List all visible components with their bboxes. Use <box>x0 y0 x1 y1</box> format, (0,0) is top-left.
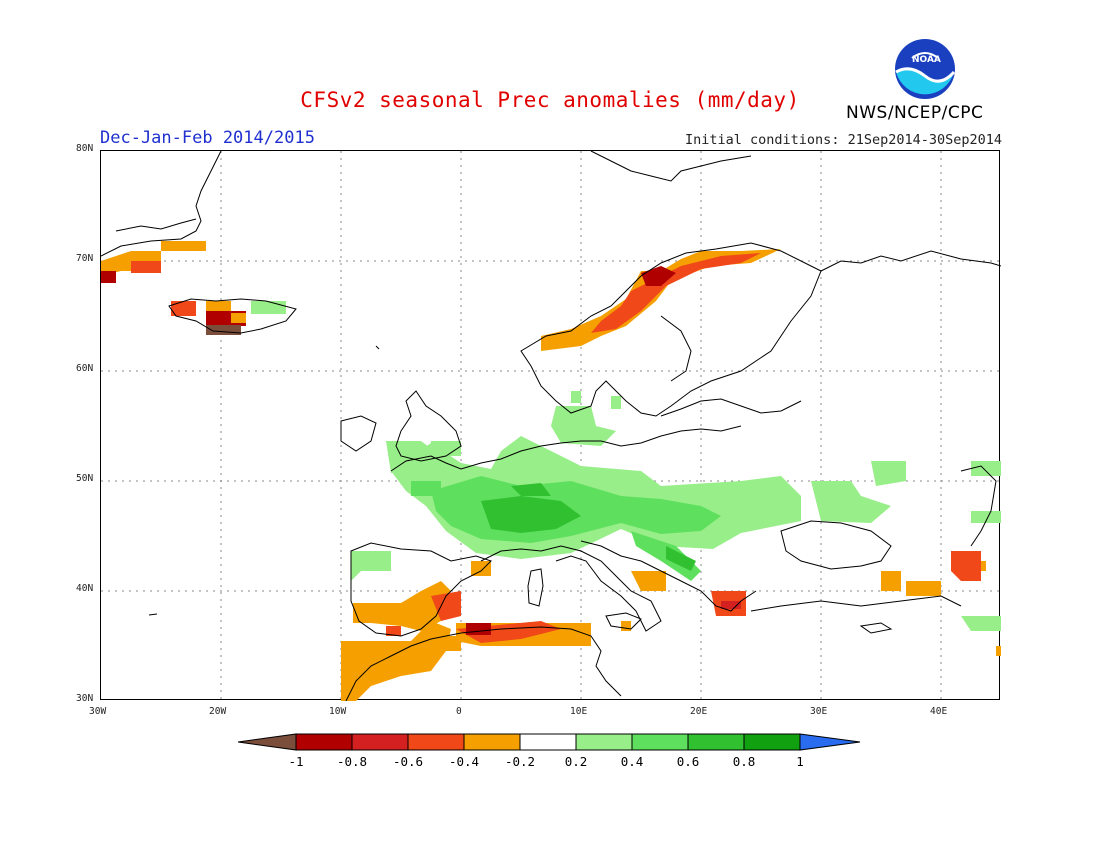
colorbar-cell <box>463 733 521 751</box>
lon-label-10w: 10W <box>329 706 347 717</box>
colorbar-cell <box>519 733 577 751</box>
initial-conditions-label: Initial conditions: 21Sep2014-30Sep2014 <box>685 132 1002 148</box>
colorbar-cell <box>687 733 745 751</box>
colorbar-label: -0.8 <box>336 754 368 769</box>
colorbar-cell <box>743 733 801 751</box>
colorbar <box>238 733 861 751</box>
positive-anomaly-cells <box>251 301 1001 631</box>
negative-anomaly-cells <box>101 241 1001 701</box>
lat-label-50n: 50N <box>76 473 94 484</box>
noaa-logo-icon <box>895 39 956 99</box>
lon-label-30e: 30E <box>810 706 828 717</box>
colorbar-arrow-left <box>238 733 297 751</box>
anomaly-map <box>100 150 1002 702</box>
colorbar-label: -0.2 <box>504 754 536 769</box>
colorbar-label: -0.6 <box>392 754 424 769</box>
colorbar-label: 0.2 <box>564 754 588 769</box>
lon-label-0: 0 <box>456 706 462 717</box>
colorbar-arrow-right <box>799 733 861 751</box>
lat-label-30n: 30N <box>76 693 94 704</box>
colorbar-cell <box>407 733 465 751</box>
colorbar-label: 0.6 <box>676 754 700 769</box>
colorbar-cell <box>351 733 409 751</box>
colorbar-cell <box>631 733 689 751</box>
map-canvas <box>100 150 1002 702</box>
season-label: Dec-Jan-Feb 2014/2015 <box>100 128 315 148</box>
chart-title: CFSv2 seasonal Prec anomalies (mm/day) <box>300 88 800 112</box>
colorbar-cell <box>575 733 633 751</box>
lat-label-70n: 70N <box>76 253 94 264</box>
organization-label: NWS/NCEP/CPC <box>846 103 984 123</box>
lat-label-60n: 60N <box>76 363 94 374</box>
lon-label-30w: 30W <box>89 706 107 717</box>
lon-label-20w: 20W <box>209 706 227 717</box>
coastlines <box>100 150 1002 702</box>
logo-text: NOAA <box>912 55 941 65</box>
colorbar-label: -1 <box>288 754 304 769</box>
colorbar-label: -0.4 <box>448 754 480 769</box>
lon-label-40e: 40E <box>930 706 948 717</box>
lon-label-10e: 10E <box>570 706 588 717</box>
lat-label-40n: 40N <box>76 583 94 594</box>
lat-label-80n: 80N <box>76 143 94 154</box>
colorbar-label: 1 <box>796 754 804 769</box>
lon-label-20e: 20E <box>690 706 708 717</box>
colorbar-label: 0.4 <box>620 754 644 769</box>
colorbar-cell <box>295 733 353 751</box>
colorbar-label: 0.8 <box>732 754 756 769</box>
